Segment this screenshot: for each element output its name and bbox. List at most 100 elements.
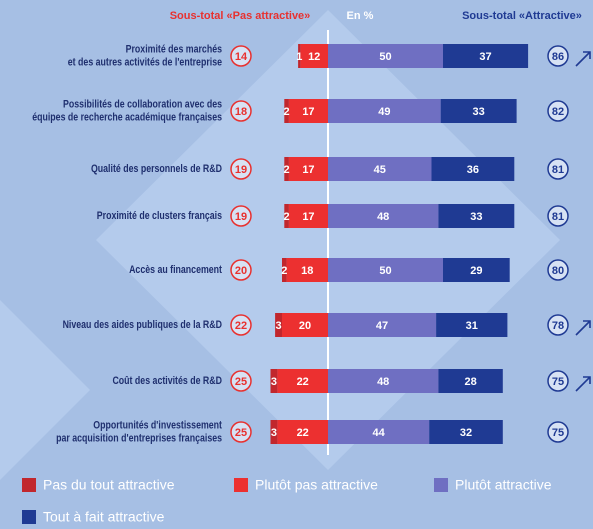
data-label: 47: [376, 320, 388, 332]
bar-segment: [300, 44, 328, 68]
data-label: 20: [299, 320, 311, 332]
data-label: 31: [466, 320, 478, 332]
bar-segment: [438, 369, 503, 393]
trend-arrow: [575, 376, 591, 392]
data-label: 17: [302, 211, 314, 223]
bar-segment: [270, 420, 278, 444]
bar-segment: [284, 99, 289, 123]
data-label: 29: [470, 265, 482, 277]
subtotal-circle: [547, 205, 569, 227]
data-label: 2: [281, 265, 287, 277]
subtotal-circle: [230, 314, 252, 336]
subtotal-circle: [230, 100, 252, 122]
subtotal-label: 14: [235, 51, 248, 63]
bar-segment: [277, 369, 328, 393]
bar-segment: [443, 258, 510, 282]
data-label: 22: [297, 376, 309, 388]
data-label: 17: [302, 106, 314, 118]
subtotal-label: 75: [552, 376, 564, 388]
subtotal-circle: [547, 158, 569, 180]
subtotal-label: 86: [552, 51, 564, 63]
bar-segment: [298, 44, 301, 68]
data-label: 17: [302, 164, 314, 176]
bar-segment: [284, 204, 289, 228]
legend-label: Tout à fait attractive: [43, 509, 165, 525]
subtotal-label: 20: [235, 265, 247, 277]
legend-label: Plutôt attractive: [455, 477, 552, 493]
data-label: 37: [479, 51, 491, 63]
trend-arrow: [575, 320, 591, 336]
subtotal-label: 19: [235, 164, 247, 176]
data-label: 48: [377, 376, 389, 388]
data-label: 18: [301, 265, 313, 277]
subtotal-circle: [547, 314, 569, 336]
bar-segment: [443, 44, 529, 68]
unit-label: En %: [347, 10, 374, 22]
bar-segment: [328, 313, 437, 337]
bar-segment: [328, 258, 443, 282]
data-label: 49: [378, 106, 390, 118]
subtotal-circle: [230, 45, 252, 67]
category-label: Qualité des personnels de R&D: [91, 163, 222, 175]
legend-swatch: [22, 510, 36, 524]
data-label: 44: [372, 427, 385, 439]
category-label: Niveau des aides publiques de la R&D: [63, 319, 222, 331]
trend-arrows: [575, 51, 591, 392]
data-label: 2: [284, 164, 290, 176]
bar-segment: [282, 258, 287, 282]
category-label: Proximité des marchés et des autres activ…: [68, 43, 222, 68]
category-label: Opportunités d'investissement par acquisi…: [56, 419, 222, 444]
data-label: 12: [308, 51, 320, 63]
bar-segment: [328, 204, 439, 228]
data-label: 50: [379, 51, 391, 63]
subtotal-label: 22: [235, 320, 247, 332]
data-label: 28: [464, 376, 476, 388]
bar-segment: [328, 420, 430, 444]
bar-segment: [288, 204, 328, 228]
subtotal-circle: [547, 259, 569, 281]
bar-segment: [328, 44, 443, 68]
subtotal-label: 81: [552, 211, 564, 223]
bar-segment: [440, 99, 517, 123]
legend-label: Plutôt pas attractive: [255, 477, 378, 493]
bar-segment: [282, 313, 328, 337]
subtotal-circle: [547, 421, 569, 443]
data-label: 50: [379, 265, 391, 277]
subtotal-circle: [547, 370, 569, 392]
subtotal-circle: [547, 100, 569, 122]
data-label: 2: [284, 211, 290, 223]
data-label: 36: [467, 164, 479, 176]
data-label: 45: [374, 164, 386, 176]
category-label: Accès au financement: [129, 264, 222, 276]
subtotal-label: 75: [552, 427, 564, 439]
bar-segment: [429, 420, 503, 444]
category-label: Proximité de clusters français: [97, 210, 222, 222]
subtotal-circle: [547, 45, 569, 67]
data-label: 3: [271, 427, 277, 439]
bar-segment: [328, 99, 441, 123]
subtotal-label: 18: [235, 106, 247, 118]
trend-arrow: [575, 51, 591, 67]
data-label: 1: [296, 51, 302, 63]
subtotal-circle: [230, 205, 252, 227]
subtotal-label: 25: [235, 376, 247, 388]
bar-segment: [277, 420, 328, 444]
subtotal-header: Sous-total «Pas attractive»: [170, 10, 311, 22]
legend-swatch: [22, 478, 36, 492]
bar-segment: [436, 313, 508, 337]
data-label: 33: [470, 211, 482, 223]
subtotal-label: 81: [552, 164, 564, 176]
subtotal-label: 25: [235, 427, 247, 439]
subtotal-circle: [230, 259, 252, 281]
bar-segment: [438, 204, 515, 228]
legend-label: Pas du tout attractive: [43, 477, 175, 493]
bar-segment: [275, 313, 282, 337]
data-label: 32: [460, 427, 472, 439]
data-label: 2: [284, 106, 290, 118]
subtotal-label: 80: [552, 265, 564, 277]
bar-segment: [328, 369, 439, 393]
data-label: 22: [297, 427, 309, 439]
subtotal-label: 19: [235, 211, 247, 223]
subtotal-label: 78: [552, 320, 564, 332]
